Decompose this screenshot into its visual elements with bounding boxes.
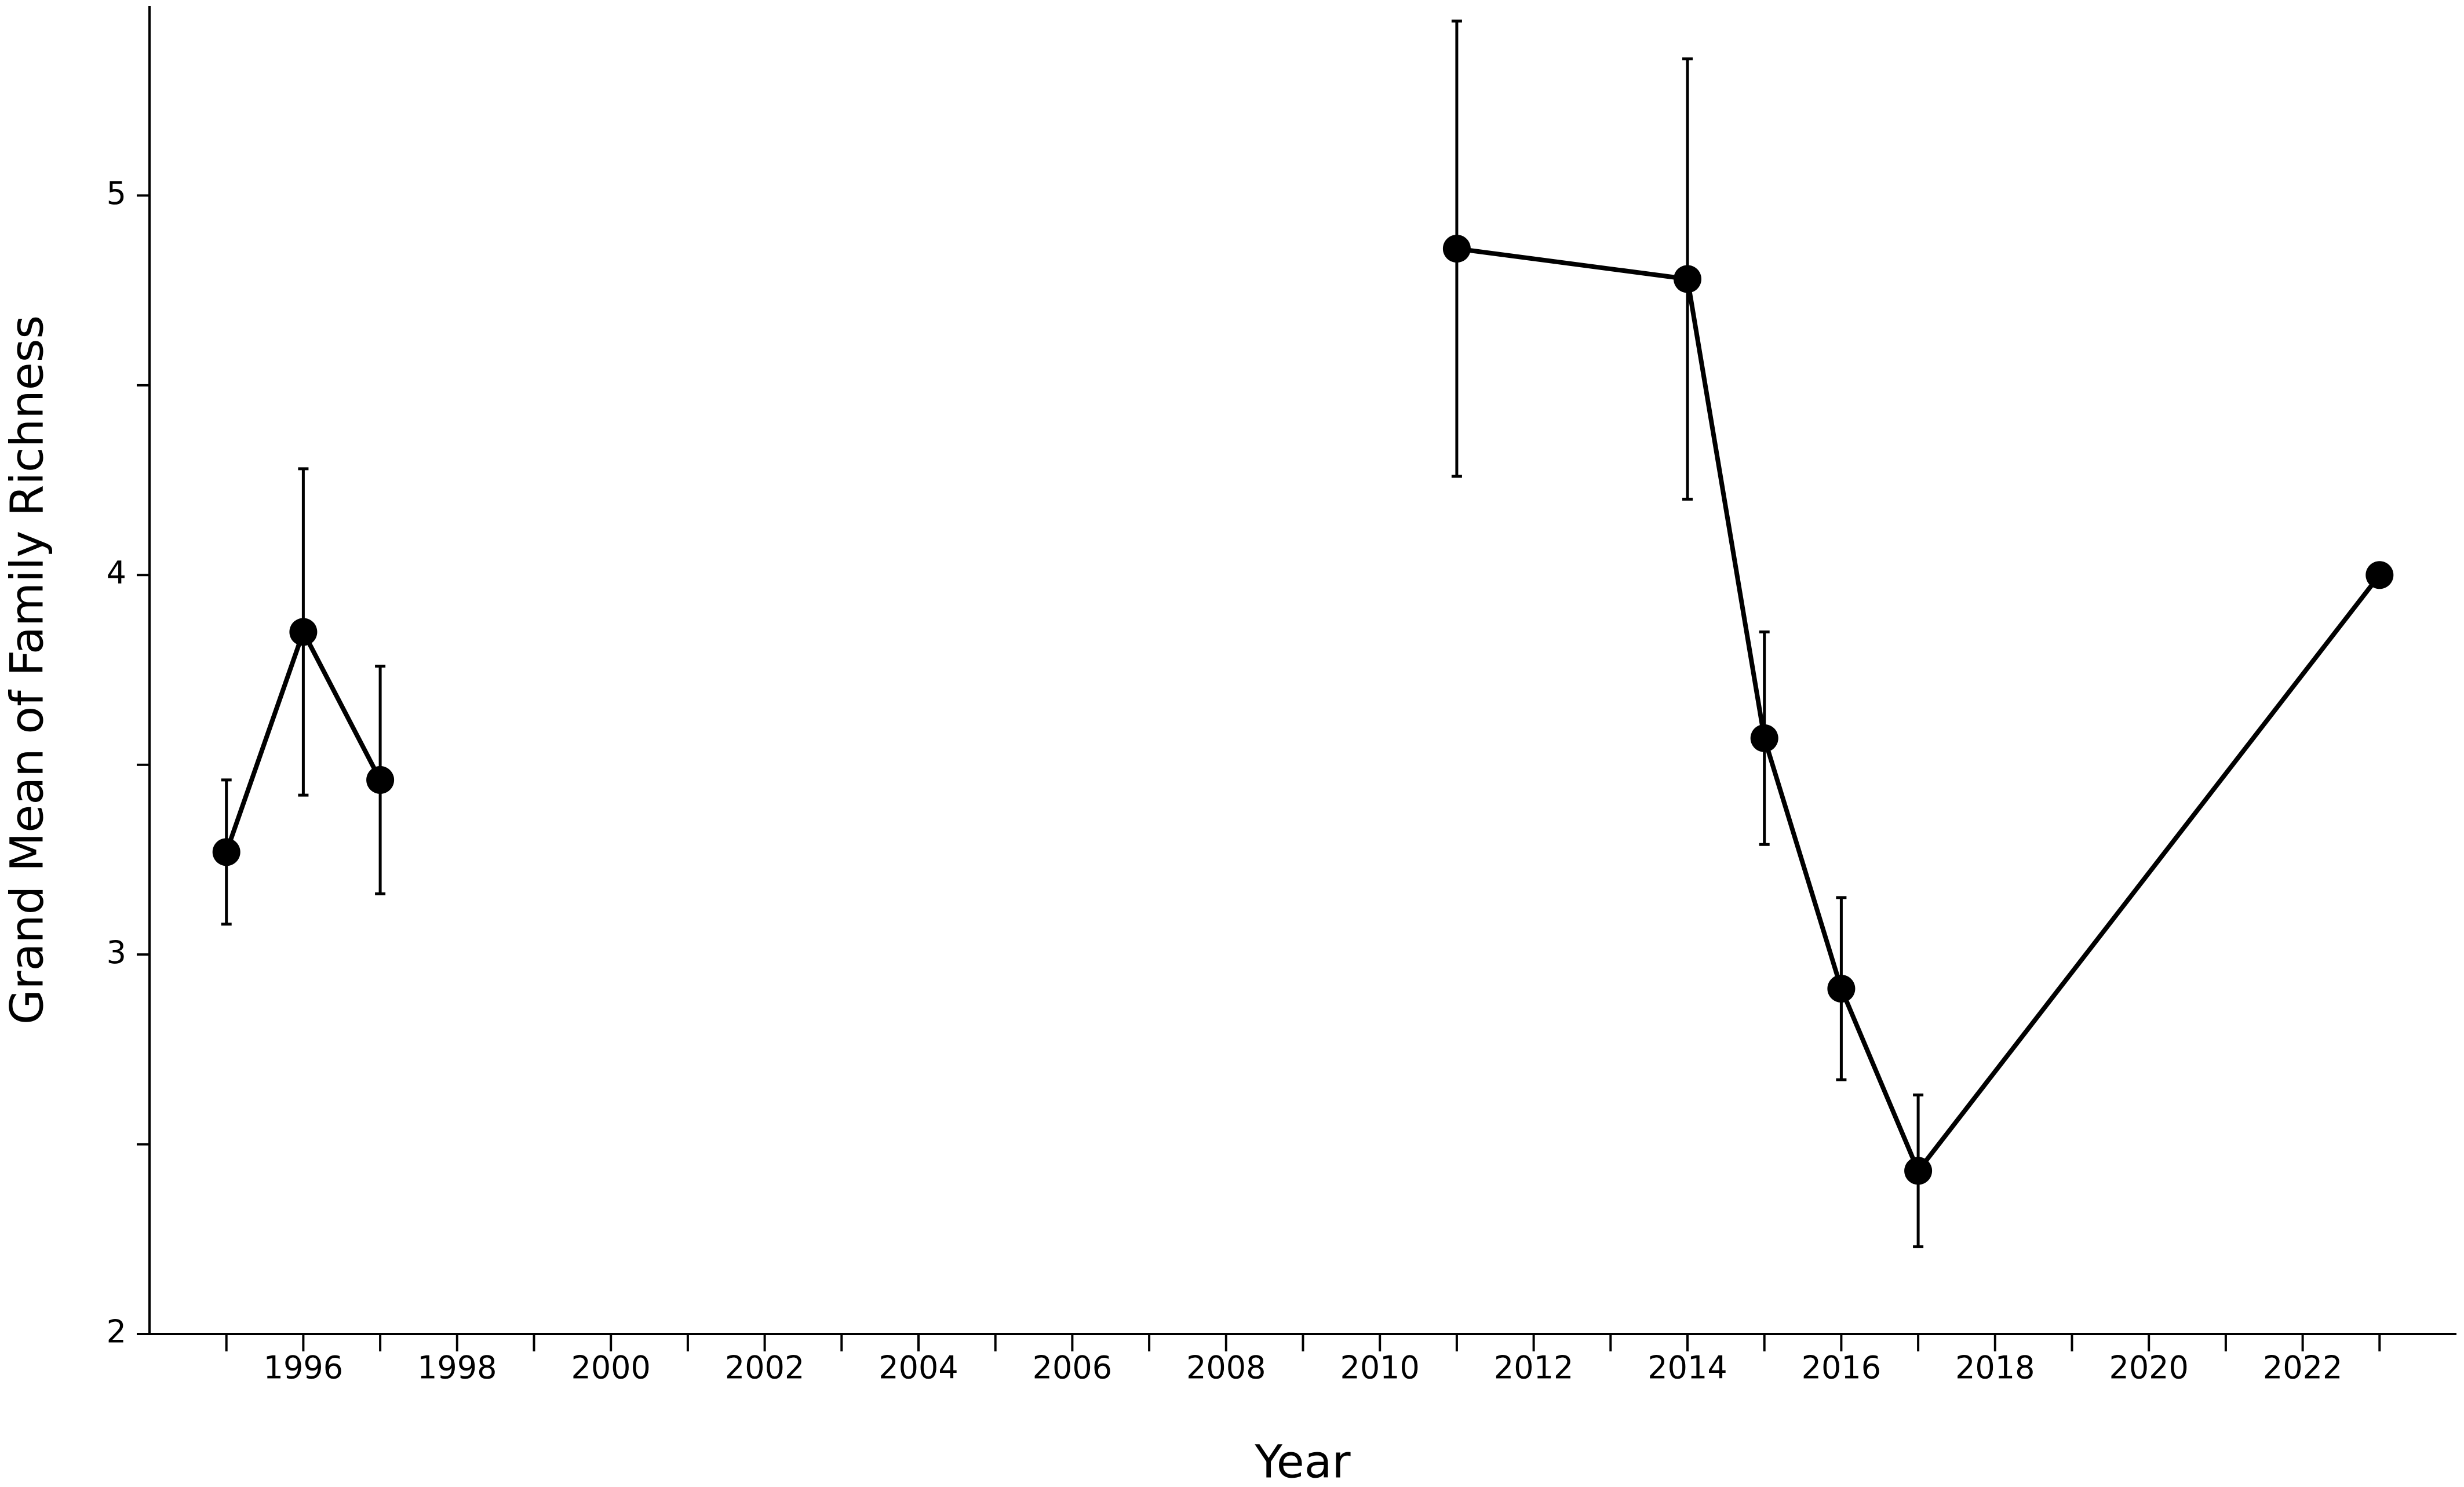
x-tick-label: 2014 bbox=[1647, 1350, 1727, 1386]
y-tick-label: 4 bbox=[107, 555, 126, 591]
x-tick-label: 2002 bbox=[725, 1350, 804, 1386]
y-tick-label: 5 bbox=[107, 175, 126, 212]
point bbox=[1904, 1157, 1933, 1185]
point bbox=[1674, 265, 1701, 293]
x-tick-label: 1998 bbox=[417, 1350, 497, 1386]
y-tick-label: 3 bbox=[107, 934, 126, 971]
x-tick-label: 2012 bbox=[1494, 1350, 1573, 1386]
data-line bbox=[224, 246, 2382, 1173]
x-tick-label: 2020 bbox=[2109, 1350, 2188, 1386]
x-tick-label: 2018 bbox=[1955, 1350, 2035, 1386]
point bbox=[1442, 235, 1471, 263]
x-tick-label: 2008 bbox=[1186, 1350, 1266, 1386]
point bbox=[289, 618, 318, 646]
x-tick-label: 2000 bbox=[571, 1350, 650, 1386]
point bbox=[1750, 724, 1778, 752]
point bbox=[2365, 561, 2394, 589]
x-axis-title: Year bbox=[1254, 1436, 1351, 1487]
x-tick-label: 2016 bbox=[1802, 1350, 1881, 1386]
x-tick-label: 2004 bbox=[879, 1350, 958, 1386]
point bbox=[1827, 975, 1856, 1003]
x-tick-label: 2006 bbox=[1033, 1350, 1112, 1386]
x-tick-label: 2010 bbox=[1340, 1350, 1419, 1386]
y-tick-label: 2 bbox=[107, 1314, 126, 1350]
y-axis-title: Grand Mean of Family Richness bbox=[1, 315, 53, 1025]
x-tick-label: 1996 bbox=[264, 1350, 343, 1386]
x-tick-label: 2022 bbox=[2263, 1350, 2342, 1386]
point bbox=[212, 838, 240, 866]
point bbox=[366, 766, 395, 794]
